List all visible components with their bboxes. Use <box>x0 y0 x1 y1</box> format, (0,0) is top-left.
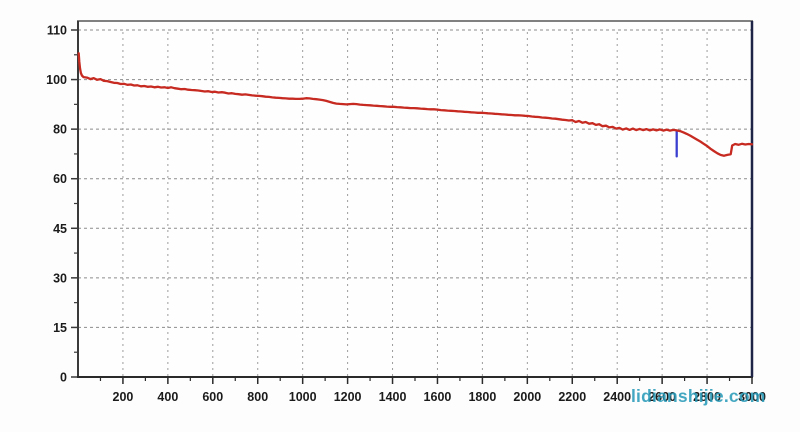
x-tick-label: 200 <box>113 390 134 404</box>
x-tick-label: 1600 <box>424 390 452 404</box>
y-tick-label: 60 <box>53 172 67 186</box>
capacity-curve <box>77 52 754 157</box>
y-tick-label: 45 <box>53 222 67 236</box>
y-tick-label: 100 <box>46 73 67 87</box>
x-tick-label: 1200 <box>334 390 362 404</box>
x-tick-label: 1400 <box>379 390 407 404</box>
plot-area <box>78 21 752 377</box>
x-tick-label: 2400 <box>603 390 631 404</box>
x-tick-label: 2000 <box>513 390 541 404</box>
x-tick-label: 2200 <box>558 390 586 404</box>
x-tick-label: 400 <box>157 390 178 404</box>
x-tick-label: 2800 <box>693 390 721 404</box>
x-tick-label: 1800 <box>468 390 496 404</box>
x-tick-label: 800 <box>247 390 268 404</box>
x-tick-label: 600 <box>202 390 223 404</box>
y-tick-label: 110 <box>47 24 67 38</box>
x-tick-label: 1000 <box>289 390 317 404</box>
x-tick-label: 2600 <box>648 390 676 404</box>
y-tick-label: 15 <box>53 321 67 335</box>
x-tick-label: 3000 <box>738 390 766 404</box>
y-tick-label: 0 <box>60 371 67 385</box>
y-tick-label: 30 <box>53 271 67 285</box>
y-tick-label: 80 <box>53 123 67 137</box>
